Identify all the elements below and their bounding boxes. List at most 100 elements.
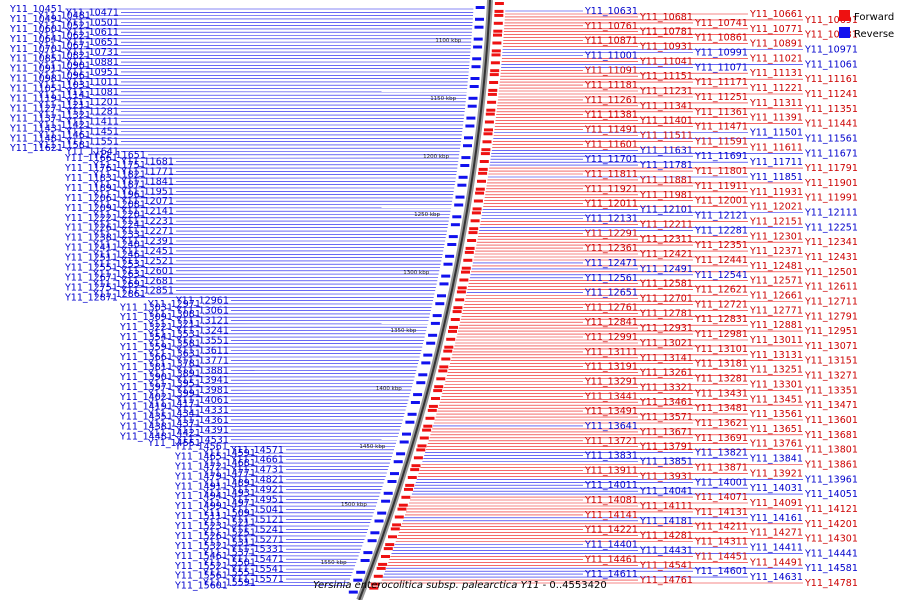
right-gene-label: Y11_14221 xyxy=(584,525,638,536)
gene-feature-block xyxy=(393,460,403,464)
gene-feature-block xyxy=(491,49,501,53)
genome-backbone xyxy=(356,0,493,600)
left-gene-label: Y11_12751 xyxy=(64,282,118,293)
right-gene-label: Y11_10861 xyxy=(694,33,748,44)
right-gene-label: Y11_13651 xyxy=(749,424,803,435)
gene-feature-block xyxy=(470,77,480,80)
gene-feature-block xyxy=(472,207,482,211)
left-gene-label: Y11_15551 xyxy=(202,567,256,578)
right-gene-label: Y11_11311 xyxy=(749,98,803,109)
right-gene-label: Y11_11391 xyxy=(749,113,803,124)
left-gene-label: Y11_13631 xyxy=(147,349,201,360)
ruler-label: 1100 kbp xyxy=(435,38,461,44)
right-gene-label: Y11_13301 xyxy=(749,380,803,391)
right-gene-label: Y11_11021 xyxy=(749,53,803,64)
gene-feature-block xyxy=(493,29,503,33)
right-gene-label: Y11_12701 xyxy=(639,294,693,305)
left-gene-label: Y11_10501 xyxy=(65,17,119,28)
left-gene-label: Y11_15211 xyxy=(202,518,256,529)
right-gene-label: Y11_11471 xyxy=(694,122,748,133)
right-gene-label: Y11_14201 xyxy=(804,519,858,530)
left-gene-label: Y11_14891 xyxy=(202,478,256,489)
right-gene-label: Y11_11701 xyxy=(584,154,638,165)
left-gene-label: Y11_14381 xyxy=(119,422,173,433)
left-gene-label: Y11_11681 xyxy=(120,157,174,168)
left-gene-label: Y11_15471 xyxy=(230,554,284,565)
left-gene-label: Y11_10731 xyxy=(65,47,119,58)
left-gene-label: Y11_15541 xyxy=(230,564,284,575)
right-gene-label: Y11_14051 xyxy=(804,489,858,500)
gene-feature-block xyxy=(387,480,397,483)
left-gene-label: Y11_11841 xyxy=(120,176,174,187)
right-gene-label: Y11_13831 xyxy=(584,451,638,462)
right-gene-label: Y11_11071 xyxy=(694,62,748,73)
map-caption: Yersinia enterocolitica subsp. palearcti… xyxy=(313,580,607,591)
left-gene-label: Y11_11771 xyxy=(120,166,174,177)
left-gene-label: Y11_13611 xyxy=(175,345,229,356)
gene-feature-block xyxy=(457,286,467,290)
gene-feature-block xyxy=(410,468,420,472)
right-gene-label: Y11_12001 xyxy=(694,196,748,207)
left-gene-label: Y11_12231 xyxy=(120,216,174,227)
left-gene-label: Y11_12061 xyxy=(64,193,118,204)
left-gene-label: Y11_12331 xyxy=(92,229,146,240)
left-gene-label: Y11_11761 xyxy=(64,163,118,174)
right-gene-label: Y11_13471 xyxy=(804,400,858,411)
right-gene-label: Y11_13321 xyxy=(639,382,693,393)
right-gene-label: Y11_12611 xyxy=(804,282,858,293)
right-gene-label: Y11_14281 xyxy=(639,531,693,542)
right-gene-label: Y11_13111 xyxy=(584,347,638,358)
gene-feature-block xyxy=(452,215,462,219)
right-gene-label: Y11_11811 xyxy=(584,169,638,180)
gene-feature-block xyxy=(493,33,502,37)
right-gene-label: Y11_11801 xyxy=(694,166,748,177)
right-gene-label: Y11_11591 xyxy=(694,136,748,147)
left-gene-label: Y11_15601 xyxy=(174,581,228,592)
right-gene-label: Y11_14271 xyxy=(749,528,803,539)
right-gene-label: Y11_13101 xyxy=(694,344,748,355)
gene-feature-block xyxy=(490,69,500,73)
right-gene-label: Y11_12541 xyxy=(694,270,748,281)
left-gene-label: Y11_13061 xyxy=(175,306,229,317)
right-gene-label: Y11_13191 xyxy=(584,362,638,373)
left-gene-label: Y11_13951 xyxy=(147,379,201,390)
gene-feature-block xyxy=(441,357,451,361)
left-gene-label: Y11_12071 xyxy=(120,196,174,207)
gene-feature-block xyxy=(489,73,499,77)
gene-feature-block xyxy=(447,243,457,246)
left-gene-label: Y11_14361 xyxy=(175,415,229,426)
left-gene-label: Y11_13981 xyxy=(175,385,229,396)
gene-feature-block xyxy=(430,321,440,325)
left-gene-label: Y11_10901 xyxy=(37,60,91,71)
gene-feature-block xyxy=(428,404,438,408)
gene-feature-block xyxy=(401,495,411,499)
gene-feature-block xyxy=(480,152,490,156)
left-gene-label: Y11_12601 xyxy=(120,266,174,277)
right-gene-label: Y11_13021 xyxy=(639,338,693,349)
gene-feature-block xyxy=(363,551,373,555)
gene-feature-block xyxy=(494,13,504,17)
right-gene-label: Y11_13671 xyxy=(639,427,693,438)
right-gene-label: Y11_11631 xyxy=(639,145,693,156)
right-gene-label: Y11_12011 xyxy=(584,199,638,210)
right-gene-label: Y11_11601 xyxy=(584,139,638,150)
right-gene-label: Y11_14581 xyxy=(804,563,858,574)
gene-feature-block xyxy=(439,365,449,369)
left-gene-label: Y11_13541 xyxy=(119,332,173,343)
gene-feature-block xyxy=(388,535,397,539)
right-gene-label: Y11_14071 xyxy=(694,492,748,503)
gene-feature-block xyxy=(492,41,502,45)
right-gene-label: Y11_14541 xyxy=(639,560,693,571)
right-gene-label: Y11_14111 xyxy=(639,501,693,512)
right-gene-label: Y11_12111 xyxy=(804,208,858,219)
right-gene-label: Y11_12501 xyxy=(804,267,858,278)
right-gene-label: Y11_14311 xyxy=(694,537,748,548)
gene-feature-block xyxy=(407,412,417,416)
gene-feature-block xyxy=(392,523,402,527)
right-gene-label: Y11_14601 xyxy=(694,566,748,577)
right-gene-label: Y11_14141 xyxy=(584,510,638,521)
left-gene-label: Y11_13811 xyxy=(119,362,173,373)
gene-feature-block xyxy=(370,582,380,586)
right-gene-label: Y11_11511 xyxy=(639,131,693,142)
